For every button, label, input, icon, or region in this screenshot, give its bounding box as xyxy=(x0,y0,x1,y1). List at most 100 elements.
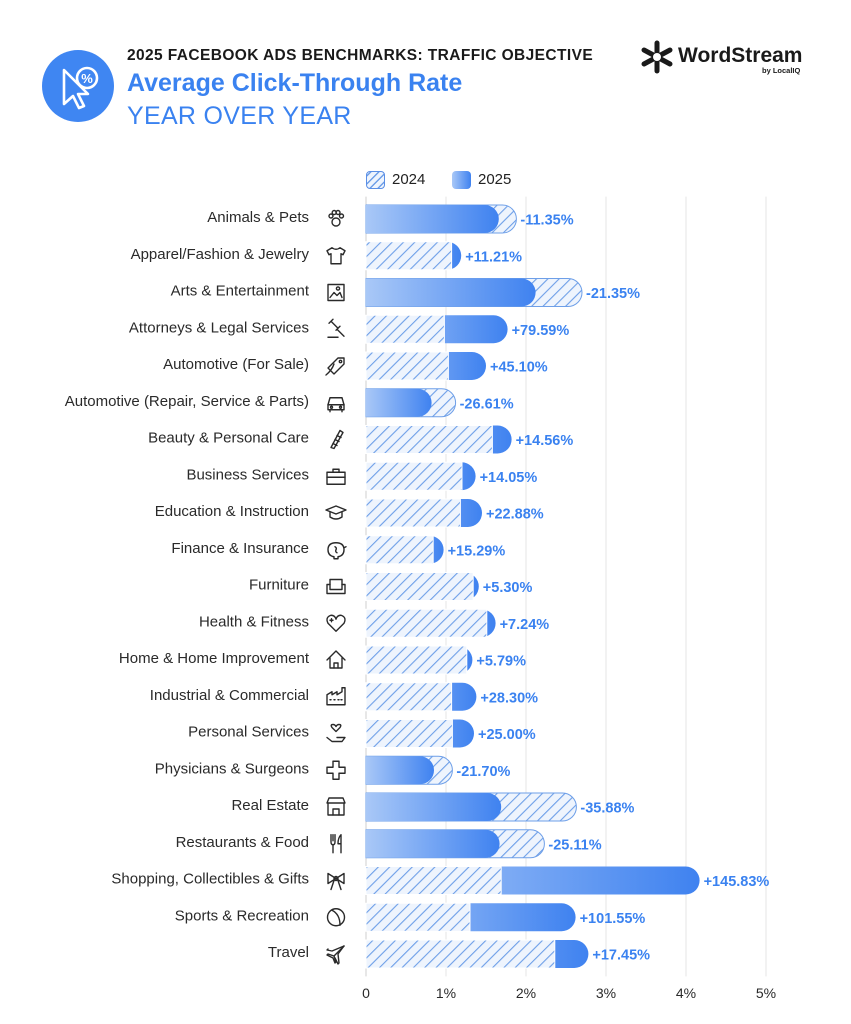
legend-label-2024: 2024 xyxy=(392,171,426,188)
category-label-home-home-improvement: Home & Home Improvement xyxy=(119,650,310,667)
change-label-physicians-surgeons: -21.70% xyxy=(456,764,510,780)
medical-cross-icon xyxy=(326,760,346,780)
fork-knife-icon-part xyxy=(337,834,342,854)
category-label-education-instruction: Education & Instruction xyxy=(155,503,309,520)
category-label-beauty-personal-care: Beauty & Personal Care xyxy=(148,430,309,447)
bar-row-animals-pets xyxy=(365,204,517,234)
hand-heart-icon-part xyxy=(326,736,346,743)
paw-icon-part xyxy=(331,217,341,227)
fork-knife-icon xyxy=(330,834,342,854)
airplane-icon-part xyxy=(326,945,345,952)
heart-icon xyxy=(326,614,346,632)
paw-icon xyxy=(328,209,345,227)
change-label-beauty-personal-care: +14.56% xyxy=(516,433,574,449)
storefront-icon-part xyxy=(332,808,340,816)
paw-icon-part xyxy=(335,209,341,216)
gavel-icon-part xyxy=(328,318,341,331)
medical-cross-icon-part xyxy=(326,760,346,780)
change-label-personal-services: +25.00% xyxy=(478,727,536,743)
click-percent-logo: % xyxy=(42,50,114,122)
airplane-icon xyxy=(326,945,345,965)
car-icon-part xyxy=(329,409,343,413)
bar-2025-real-estate xyxy=(366,793,502,821)
category-label-restaurants-food: Restaurants & Food xyxy=(176,834,309,851)
wordstream-snowflake-icon xyxy=(641,40,673,74)
bar-row-real-estate xyxy=(365,792,577,822)
bar-2024-furniture xyxy=(365,572,474,601)
ball-icon xyxy=(326,908,346,927)
picture-icon xyxy=(327,283,345,302)
house-icon-part xyxy=(329,657,343,669)
ball-icon-part xyxy=(331,909,341,926)
brand-logo: WordStream by LocalIQ xyxy=(640,40,810,80)
change-label-automotive-repair-service-parts: -26.61% xyxy=(460,396,514,412)
change-label-real-estate: -35.88% xyxy=(580,801,634,817)
bar-row-health-fitness xyxy=(365,608,496,638)
bar-2025-animals-pets xyxy=(366,205,499,233)
piggy-bank-icon-part xyxy=(343,546,347,549)
gift-bow-icon xyxy=(327,872,345,891)
x-tick-label: 1% xyxy=(436,985,456,1001)
category-label-business-services: Business Services xyxy=(186,466,309,483)
bar-2024-home-home-improvement xyxy=(365,645,468,675)
page-subtitle: YEAR OVER YEAR xyxy=(127,102,352,130)
bar-row-industrial-commercial xyxy=(365,682,477,712)
bar-row-physicians-surgeons xyxy=(365,755,453,785)
bar-row-beauty-personal-care xyxy=(365,425,512,454)
graduation-cap-icon-part xyxy=(329,511,343,520)
paw-icon-part xyxy=(338,213,345,219)
change-label-home-home-improvement: +5.79% xyxy=(476,654,526,670)
change-label-education-instruction: +22.88% xyxy=(486,507,544,523)
armchair-icon-part xyxy=(326,583,346,595)
car-icon-part xyxy=(329,405,334,409)
bar-2024-sports-recreation xyxy=(365,902,471,932)
tshirt-icon xyxy=(326,247,346,265)
hand-heart-icon xyxy=(326,723,346,743)
category-label-finance-insurance: Finance & Insurance xyxy=(171,540,309,557)
change-label-health-fitness: +7.24% xyxy=(500,617,550,633)
category-label-automotive-for-sale: Automotive (For Sale) xyxy=(163,356,309,373)
change-label-travel: +17.45% xyxy=(592,948,650,964)
piggy-bank-icon xyxy=(327,542,347,560)
bar-2024-beauty-personal-care xyxy=(365,425,493,454)
category-label-animals-pets: Animals & Pets xyxy=(207,209,309,226)
brand-sub: by LocalIQ xyxy=(762,66,801,75)
x-tick-label: 0 xyxy=(362,985,370,1001)
gift-bow-icon-part xyxy=(333,875,339,882)
change-label-apparel-fashion-jewelry: +11.21% xyxy=(465,249,522,265)
house-icon-part xyxy=(333,662,339,669)
labels-layer: -11.35% Animals & Pets +11.21% Apparel/Fash… xyxy=(65,209,770,964)
bar-2025-physicians-surgeons xyxy=(366,756,435,785)
bar-row-automotive-repair-service-parts xyxy=(365,388,457,418)
category-label-industrial-commercial: Industrial & Commercial xyxy=(150,687,309,704)
bar-2024-attorneys-legal-services xyxy=(365,314,445,344)
gift-bow-icon-part xyxy=(327,872,345,885)
ticks-layer: 0 1% 2% 3% 4% 5% xyxy=(362,985,776,1001)
bar-2024-apparel-fashion-jewelry xyxy=(365,241,453,271)
legend-swatch-2025 xyxy=(452,171,471,189)
legend-swatch-2024 xyxy=(366,171,385,189)
piggy-bank-icon-part xyxy=(334,546,338,554)
bar-2024-personal-services xyxy=(365,719,453,748)
bar-row-education-instruction xyxy=(365,498,482,528)
price-tag-icon xyxy=(325,357,345,376)
change-label-business-services: +14.05% xyxy=(480,470,538,486)
picture-icon-part xyxy=(329,291,343,299)
fork-knife-icon-part xyxy=(330,834,336,854)
bar-row-business-services xyxy=(365,461,476,491)
bar-row-apparel-fashion-jewelry xyxy=(365,241,462,271)
brand-name: WordStream xyxy=(678,44,803,67)
bar-2024-education-instruction xyxy=(365,498,461,528)
storefront-icon-part xyxy=(326,797,346,804)
x-tick-label: 3% xyxy=(596,985,616,1001)
car-icon-part xyxy=(338,405,343,409)
legend-label-2025: 2025 xyxy=(478,171,512,188)
heart-icon-part xyxy=(326,614,346,632)
category-label-attorneys-legal-services: Attorneys & Legal Services xyxy=(129,319,309,336)
change-label-industrial-commercial: +28.30% xyxy=(480,690,538,706)
price-tag-icon-part xyxy=(327,357,345,375)
category-label-sports-recreation: Sports & Recreation xyxy=(175,907,309,924)
armchair-icon-part xyxy=(329,578,343,586)
change-label-sports-recreation: +101.55% xyxy=(580,911,646,927)
cursor-percent-icon: % xyxy=(62,66,99,110)
